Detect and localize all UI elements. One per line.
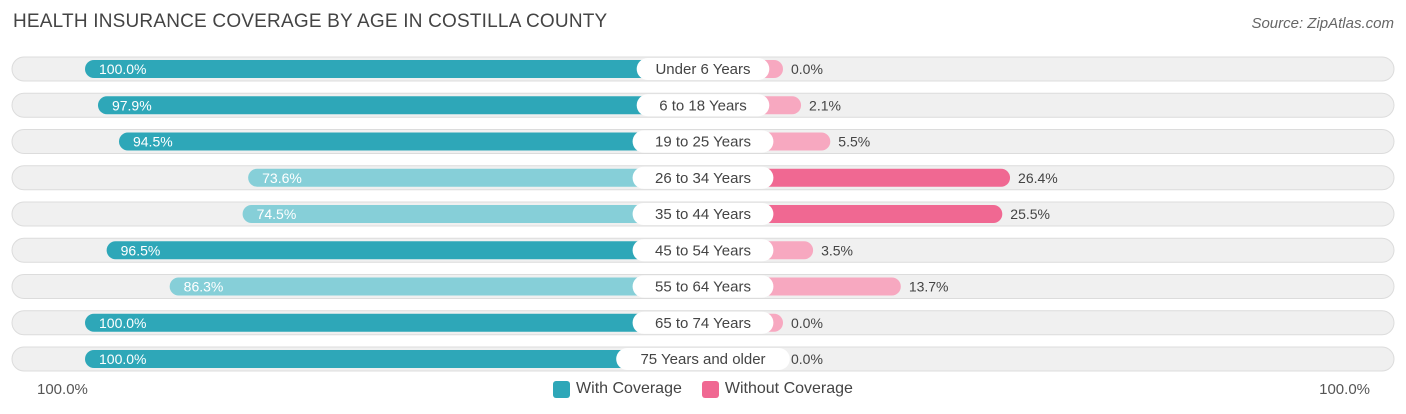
label-with-value: 100.0% [99, 61, 146, 77]
category-label: 75 Years and older [640, 351, 765, 368]
label-with-value: 100.0% [99, 351, 146, 367]
category-label: 55 to 64 Years [655, 279, 751, 296]
legend-label-with: With Coverage [576, 380, 682, 397]
label-without-value: 25.5% [1010, 206, 1050, 222]
category-pill [632, 130, 774, 153]
bar-with-coverage [118, 132, 716, 151]
category-label: 26 to 34 Years [655, 170, 751, 187]
category-pill [632, 166, 774, 189]
legend: With Coverage Without Coverage [0, 380, 1406, 398]
bar-with-coverage [97, 96, 715, 115]
bar-with-coverage [169, 277, 715, 296]
label-with-value: 100.0% [99, 315, 146, 331]
legend-with-coverage[interactable]: With Coverage [553, 380, 682, 398]
category-label: 19 to 25 Years [655, 134, 751, 151]
category-label: 45 to 54 Years [655, 242, 751, 259]
bar-with-coverage [242, 205, 715, 223]
label-without-value: 0.0% [791, 351, 823, 367]
category-pill [616, 348, 790, 370]
bar-with-coverage [85, 313, 715, 332]
axis-left-label: 100.0% [37, 381, 88, 398]
label-without-value: 13.7% [909, 279, 949, 295]
label-without-value: 3.5% [821, 242, 853, 258]
bar-with-coverage [248, 168, 716, 187]
category-pill [636, 58, 770, 80]
category-pill [636, 94, 770, 117]
category-label: 6 to 18 Years [659, 97, 747, 114]
category-pill [632, 311, 774, 334]
bar-with-coverage [85, 350, 715, 368]
label-without-value: 2.1% [809, 97, 841, 113]
axis-right-label: 100.0% [1319, 381, 1370, 398]
bar-with-coverage [106, 241, 715, 260]
label-with-value: 74.5% [257, 206, 297, 222]
bar-with-coverage [85, 60, 715, 78]
label-with-value: 94.5% [133, 134, 173, 150]
label-with-value: 86.3% [184, 279, 224, 295]
label-without-value: 5.5% [838, 134, 870, 150]
label-without-value: 26.4% [1018, 170, 1058, 186]
label-without-value: 0.0% [791, 61, 823, 77]
label-without-value: 0.0% [791, 315, 823, 331]
label-with-value: 73.6% [262, 170, 302, 186]
legend-without-coverage[interactable]: Without Coverage [701, 380, 853, 398]
chart-title: HEALTH INSURANCE COVERAGE BY AGE IN COST… [13, 11, 608, 32]
category-label: 35 to 44 Years [655, 206, 751, 223]
category-label: 65 to 74 Years [655, 315, 751, 332]
category-label: Under 6 Years [655, 61, 750, 78]
category-pill [632, 275, 774, 298]
legend-swatch-with [553, 380, 571, 398]
label-with-value: 97.9% [112, 97, 152, 113]
label-with-value: 96.5% [121, 242, 161, 258]
category-pill [632, 239, 774, 262]
legend-label-without: Without Coverage [724, 380, 853, 397]
source-label: Source: ZipAtlas.com [1251, 15, 1394, 32]
category-pill [632, 203, 774, 225]
legend-swatch-without [701, 380, 719, 398]
